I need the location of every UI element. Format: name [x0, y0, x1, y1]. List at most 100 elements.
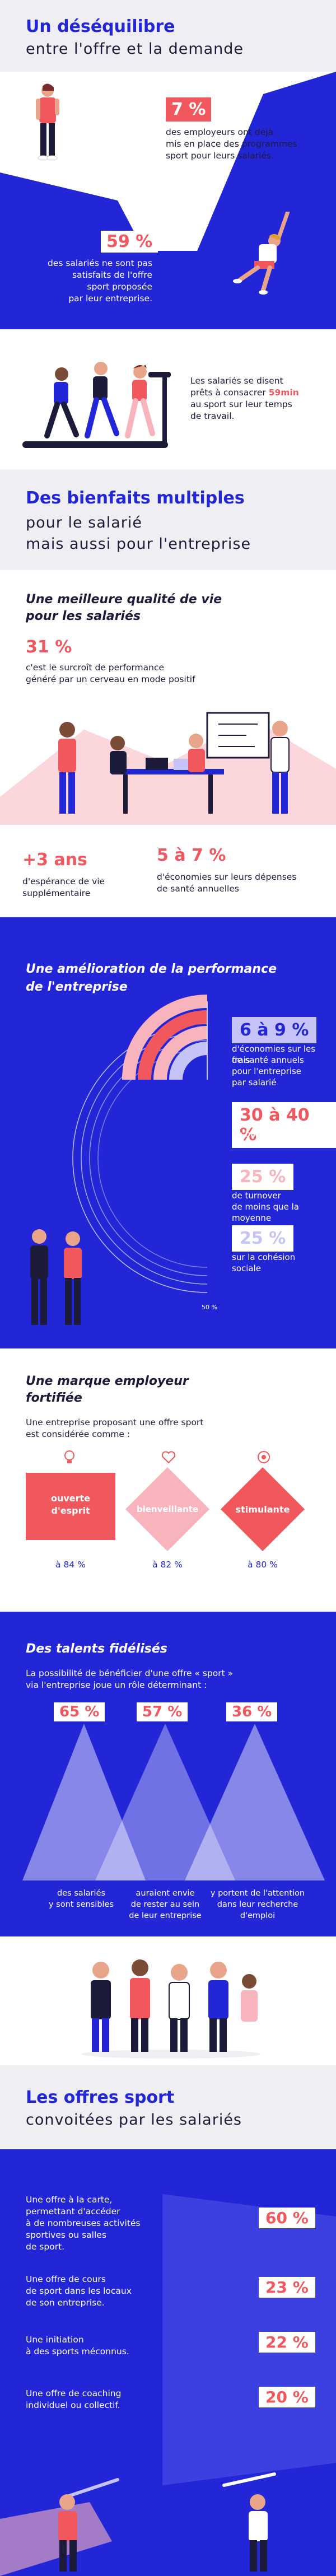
talent1-text-2: y sont sensibles	[48, 1900, 114, 1909]
offer1-text-1: Une offre à la carte,	[26, 2195, 113, 2205]
stat-59-percent: 59 %	[101, 231, 158, 253]
talent3-text-1: y portent de l'attention	[210, 1889, 305, 1898]
heart-hand-icon	[161, 1451, 176, 1464]
diamond2-pct: à 82 %	[152, 1560, 183, 1570]
stat-59min-text-4: de travail.	[190, 411, 235, 421]
section1-title-card: Un déséquilibre entre l'offre et la dema…	[0, 0, 336, 72]
stat-59min-text-3: au sport sur leur temps	[190, 399, 292, 409]
offer1-pct: 60 %	[259, 2208, 315, 2228]
performance-subtitle-2: de l'entreprise	[26, 980, 128, 994]
section3-performance: Une amélioration de la performance de l'…	[0, 917, 336, 1348]
item1-text-4: par salarié	[232, 1077, 277, 1088]
offer3-text-2: à des sports méconnus.	[26, 2346, 129, 2356]
item4-text-1: sur la cohésion	[232, 1252, 296, 1262]
stat-59-text-2: satisfaits de l'offre	[72, 270, 152, 280]
talent2-pct: 57 %	[137, 1702, 188, 1721]
stat-7-text-3: sport pour leurs salariés.	[166, 151, 274, 161]
talent2-text-3: de leur entreprise	[129, 1911, 202, 1920]
offer4-pct: 20 %	[259, 2387, 315, 2407]
stat-7-percent: 7 %	[166, 97, 212, 122]
group-of-people-illustration	[81, 1959, 260, 2059]
item3-text-1: de turnover	[232, 1191, 281, 1201]
brand-intro-2: est considérée comme :	[26, 1429, 130, 1439]
offer1-text-4: sportives ou salles	[26, 2230, 106, 2240]
talent3-pct: 36 %	[226, 1702, 278, 1721]
section2-title-bold: Des bienfaits multiples	[26, 488, 245, 508]
stat-59min-highlight: 59min	[268, 388, 299, 398]
stat-5-7-text-1: d'économies sur leurs dépenses	[157, 872, 297, 882]
offer2-text-1: Une offre de cours	[26, 2274, 106, 2284]
talent3-text-2: dans leur recherche	[217, 1900, 298, 1909]
diamond2-label: bienveillante	[136, 1504, 199, 1514]
office-meeting-illustration	[0, 712, 336, 825]
stat-5-7-text-2: de santé annuelles	[157, 884, 239, 894]
talents-intro-2: via l'entreprise joue un rôle déterminan…	[26, 1680, 207, 1690]
item3-text-2: de moins que la moyenne	[232, 1202, 299, 1223]
item1-text-1: d'économies sur les frais	[232, 1044, 316, 1065]
item2-text-2: du taux d'absentéisme	[232, 1140, 328, 1150]
section1-imbalance: 7 % des employeurs ont déjà mis en place…	[0, 72, 336, 329]
section6-title-regular: convoitées par les salariés	[26, 2111, 242, 2129]
stat-31-percent: 31 %	[26, 637, 72, 657]
performance-subtitle-1: Une amélioration de la performance	[26, 962, 277, 976]
section4-employer-brand: Une marque employeur fortifiée Une entre…	[0, 1348, 336, 1612]
diamond-open-minded	[26, 1473, 115, 1540]
stat-5-7-percent: 5 à 7 %	[157, 846, 226, 865]
item1-text-3: pour l'entreprise	[232, 1066, 302, 1076]
section2-quality-of-life: Une meilleure qualité de vie pour les sa…	[0, 570, 336, 917]
brand-subtitle-2: fortifiée	[26, 1391, 82, 1405]
offer4-text-1: Une offre de coaching	[26, 2388, 122, 2398]
stat-3-ans-text-1: d'espérance de vie	[22, 876, 105, 886]
offer2-text-2: de sport dans les locaux	[26, 2286, 132, 2296]
talent2-text-2: de rester au sein	[130, 1900, 200, 1909]
item1-pct: 6 à 9 %	[232, 1017, 317, 1043]
section5-group-illustration	[0, 1936, 336, 2065]
arrow-target-icon	[258, 1451, 270, 1463]
section6-offers: Une offre à la carte, permettant d'accéd…	[0, 2149, 336, 2576]
stat-59-text-4: par leur entreprise.	[68, 293, 152, 304]
section2-title-regular-2: mais aussi pour l'entreprise	[26, 535, 251, 553]
section6-title-bold: Les offres sport	[26, 2088, 175, 2107]
talents-intro-1: La possibilité de bénéficier d'une offre…	[26, 1668, 234, 1678]
section1-title-regular: entre l'offre et la demande	[26, 40, 244, 58]
item4-pct: 25 %	[232, 1225, 294, 1252]
brand-subtitle-1: Une marque employeur	[26, 1374, 189, 1388]
talent3-text-3: d'emploi	[240, 1911, 276, 1920]
item4-text-2: sociale	[232, 1263, 261, 1273]
offer4-text-2: individuel ou collectif.	[26, 2400, 120, 2410]
offer1-text-3: à de nombreuses activités	[26, 2218, 141, 2228]
lightbulb-icon	[64, 1450, 74, 1463]
diamond3-pct: à 80 %	[248, 1560, 278, 1570]
section2-title-regular-1: pour le salarié	[26, 514, 143, 531]
stat-59min-text-1: Les salariés se disent	[190, 376, 283, 386]
offer3-pct: 22 %	[259, 2332, 315, 2353]
diamond-stimulating	[221, 1467, 305, 1551]
item3-pct: 25 %	[232, 1164, 294, 1190]
talents-subtitle: Des talents fidélisés	[26, 1642, 167, 1656]
talent1-text-1: des salariés	[57, 1889, 106, 1898]
stat-59-text-1: des salariés ne sont pas	[47, 258, 152, 268]
diamond3-label: stimulante	[235, 1504, 290, 1515]
stat-59min-text-2: prêts à consacrer 59min	[190, 387, 299, 399]
quality-subtitle-2: pour les salariés	[26, 609, 141, 623]
stat-3-ans-text-2: supplémentaire	[22, 888, 91, 898]
stat-59-text-3: sport proposée	[87, 282, 152, 292]
spotlight-triangles	[22, 1724, 325, 1880]
offer2-pct: 23 %	[259, 2277, 315, 2298]
stat-3-ans: +3 ans	[22, 850, 87, 870]
item2-text-1: de baisse	[232, 1129, 272, 1139]
two-people-illustration	[30, 1229, 82, 1325]
climber-illustration	[233, 212, 290, 295]
quality-subtitle-1: Une meilleure qualité de vie	[26, 592, 222, 606]
brand-intro-1: Une entreprise proposant une offre sport	[26, 1417, 204, 1427]
section2-title-card: Des bienfaits multiples pour le salarié …	[0, 469, 336, 570]
item2-pct: 30 à 40 %	[232, 1102, 336, 1148]
stat-7-text-1: des employeurs ont déjà	[166, 127, 274, 137]
section5-talents: Des talents fidélisés La possibilité de …	[0, 1612, 336, 1936]
offer1-text-2: permettant d'accéder	[26, 2206, 120, 2216]
baseball-players-illustration	[58, 2472, 276, 2572]
talent2-text-1: auraient envie	[136, 1889, 195, 1898]
item1-text-2: de santé annuels	[232, 1055, 304, 1065]
performance-axis-label: 50 %	[202, 1304, 217, 1311]
offer3-text-1: Une initiation	[26, 2335, 84, 2345]
